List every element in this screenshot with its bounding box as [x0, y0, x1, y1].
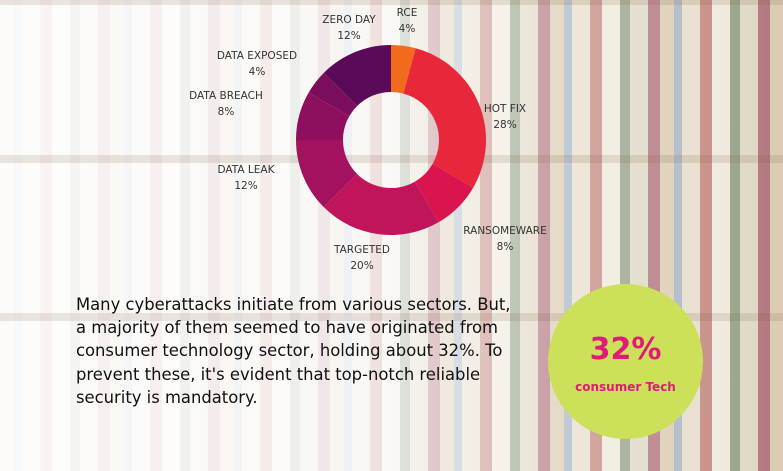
slice-value-label: 20% [350, 260, 373, 272]
slice-category-label: RCE [397, 7, 418, 19]
slice-category-label: RANSOMEWARE [463, 225, 546, 237]
slice-data-exposed [308, 72, 358, 116]
slice-category-label: HOT FIX [484, 103, 526, 115]
slice-value-label: 8% [497, 241, 514, 253]
slice-category-label: TARGETED [333, 244, 390, 256]
slice-category-label: DATA LEAK [218, 164, 276, 176]
callout-percent: 32% [589, 332, 662, 367]
slice-zero-day [323, 45, 391, 107]
slice-category-label: DATA BREACH [189, 90, 263, 102]
callout-circle: 32% consumer Tech [548, 284, 703, 439]
description-paragraph: Many cyberattacks initiate from various … [76, 295, 511, 407]
slice-value-label: 28% [493, 119, 516, 131]
slice-labels: RCE 4% HOT FIX 28% RANSOMEWARE 8% TARGETED 20% D… [189, 7, 547, 272]
slice-ransomeware [415, 164, 474, 223]
slice-category-label: ZERO DAY [322, 14, 376, 26]
slice-value-label: 12% [337, 30, 360, 42]
slice-category-label: DATA EXPOSED [217, 50, 297, 62]
slice-value-label: 8% [218, 106, 235, 118]
slice-value-label: 4% [249, 66, 266, 78]
slice-value-label: 12% [234, 180, 257, 192]
slice-data-leak [296, 140, 358, 208]
donut-slices [296, 45, 486, 236]
slice-hot-fix [403, 48, 486, 188]
slice-targeted [323, 173, 439, 236]
slice-value-label: 4% [399, 23, 416, 35]
callout-label: consumer Tech [575, 380, 676, 394]
slice-rce [391, 45, 416, 94]
slice-data-breach [296, 92, 350, 140]
